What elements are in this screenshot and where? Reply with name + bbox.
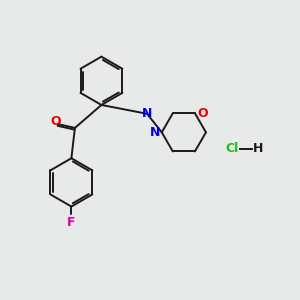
Text: N: N [150,126,160,139]
Text: Cl: Cl [225,142,238,155]
Text: F: F [67,216,76,229]
Text: O: O [50,115,61,128]
Text: H: H [253,142,263,155]
Text: O: O [197,107,208,120]
Text: N: N [142,107,152,120]
